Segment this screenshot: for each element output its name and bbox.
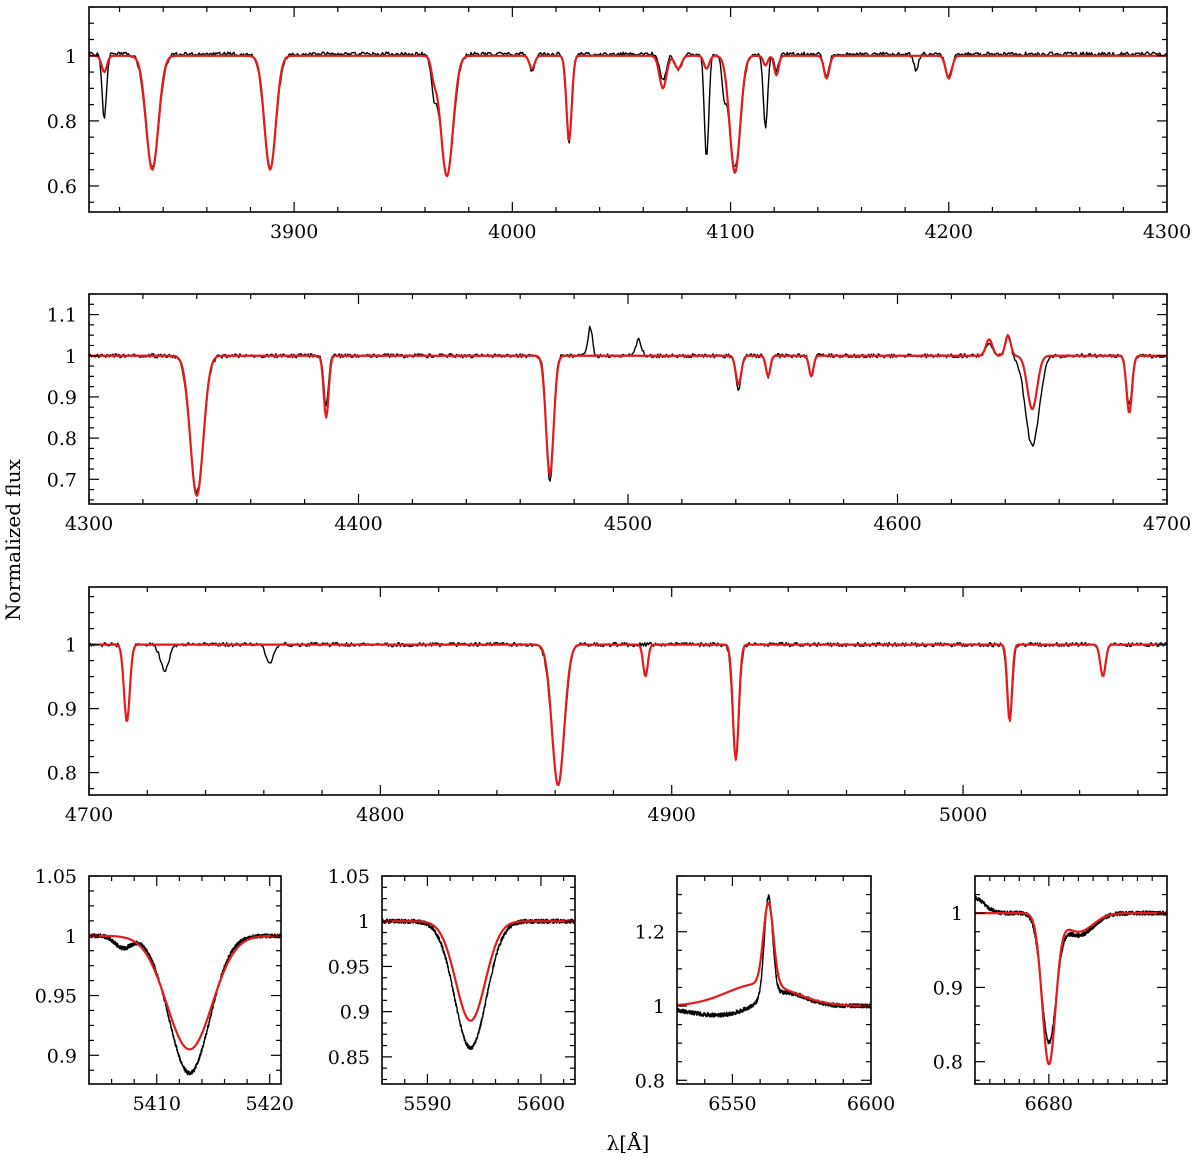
panel-frame	[974, 875, 1168, 1085]
x-tick-label: 4400	[334, 513, 382, 535]
x-tick-label: 4900	[648, 804, 696, 826]
y-tick-label: 1	[653, 996, 665, 1018]
y-tick-label: 1	[65, 926, 77, 948]
observed-spectrum-line	[382, 918, 575, 1050]
x-tick-label: 4600	[873, 513, 921, 535]
panel-frame	[676, 875, 872, 1085]
x-tick-label: 4500	[604, 513, 652, 535]
y-tick-label: 0.9	[47, 699, 77, 721]
panel-1: 3900 4000 4100 4200 4300 0.6 0.8 1	[47, 6, 1191, 243]
observed-spectrum-line	[89, 325, 1167, 494]
panel-frame	[381, 875, 576, 1085]
panel-frame	[88, 586, 1168, 796]
panel-6: 6550 6600 0.8 1 1.2	[635, 875, 895, 1115]
y-tick-label: 0.95	[35, 986, 77, 1008]
model-spectrum-line	[89, 334, 1167, 497]
observed-spectrum-line	[677, 894, 871, 1018]
y-tick-label: 1.05	[35, 866, 77, 888]
x-tick-label: 5590	[403, 1093, 451, 1115]
x-tick-label: 4000	[488, 221, 536, 243]
panel-5: 5590 5600 0.85 0.9 0.95 1 1.05	[328, 866, 576, 1115]
y-tick-label: 1	[65, 346, 77, 368]
x-axis-title: λ[Å]	[607, 1130, 650, 1155]
y-tick-label: 0.7	[47, 469, 77, 491]
x-tick-label: 4100	[706, 221, 754, 243]
model-spectrum-line	[89, 643, 1167, 787]
observed-spectrum-line	[89, 641, 1167, 785]
observed-spectrum-line	[89, 51, 1167, 176]
y-tick-label: 1	[358, 911, 370, 933]
panel-3: 4700 4800 4900 5000 0.8 0.9 1	[47, 586, 1168, 826]
y-tick-label: 1	[951, 903, 963, 925]
y-tick-label: 0.9	[340, 1002, 370, 1024]
x-tick-label: 3900	[270, 221, 318, 243]
y-tick-label: 1.05	[328, 866, 370, 888]
y-tick-label: 1.1	[47, 305, 77, 327]
observed-spectrum-line	[975, 895, 1167, 1045]
panel-frame	[88, 875, 282, 1085]
model-spectrum-line	[975, 912, 1167, 1066]
y-tick-label: 0.8	[933, 1052, 963, 1074]
panel-2: 4300 4400 4500 4600 4700 0.7 0.8 0.9 1 1.1	[47, 293, 1191, 535]
observed-spectrum-line	[89, 933, 281, 1076]
x-tick-label: 4800	[356, 804, 404, 826]
x-tick-label: 4700	[65, 804, 113, 826]
y-tick-label: 1.2	[635, 922, 665, 944]
y-axis-title: Normalized flux	[1, 458, 25, 621]
model-spectrum-line	[677, 901, 871, 1008]
panel-7: 6680 0.8 0.9 1	[933, 875, 1168, 1115]
y-tick-label: 0.6	[47, 176, 77, 198]
x-tick-label: 4300	[1143, 221, 1191, 243]
x-tick-label: 6680	[1025, 1093, 1073, 1115]
panel-frame	[88, 6, 1168, 213]
model-spectrum-line	[382, 920, 575, 1022]
x-tick-label: 6550	[708, 1093, 756, 1115]
y-tick-label: 0.8	[47, 763, 77, 785]
y-tick-label: 0.95	[328, 956, 370, 978]
y-tick-label: 1	[65, 46, 77, 68]
y-tick-label: 0.9	[47, 387, 77, 409]
x-tick-label: 4700	[1143, 513, 1191, 535]
y-tick-label: 0.8	[47, 428, 77, 450]
y-tick-label: 1	[65, 635, 77, 657]
x-tick-label: 4300	[65, 513, 113, 535]
panel-frame	[88, 293, 1168, 505]
model-spectrum-line	[89, 934, 281, 1051]
panel-4: 5410 5420 0.9 0.95 1 1.05	[35, 866, 294, 1115]
y-tick-label: 0.9	[933, 977, 963, 999]
x-tick-label: 5000	[939, 804, 987, 826]
x-tick-label: 6600	[847, 1093, 895, 1115]
y-tick-label: 0.8	[47, 111, 77, 133]
model-spectrum-line	[89, 54, 1167, 178]
y-tick-label: 0.8	[635, 1070, 665, 1092]
x-tick-label: 5410	[133, 1093, 181, 1115]
x-tick-label: 5600	[517, 1093, 565, 1115]
y-tick-label: 0.9	[47, 1045, 77, 1067]
y-tick-label: 0.85	[328, 1047, 370, 1069]
x-tick-label: 5420	[246, 1093, 294, 1115]
x-tick-label: 4200	[925, 221, 973, 243]
